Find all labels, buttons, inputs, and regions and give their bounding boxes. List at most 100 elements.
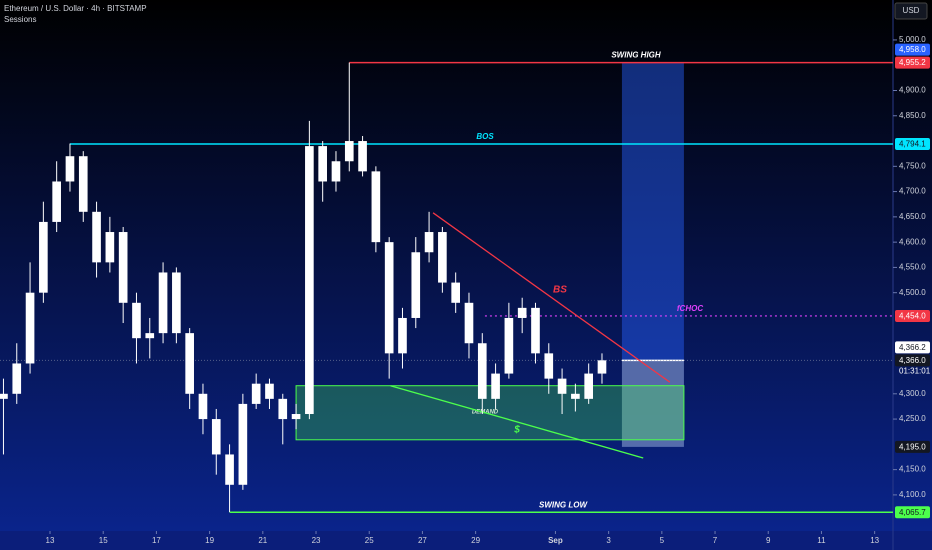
y-tick-label: 4,650.0 [899, 212, 926, 221]
price-tag-label: 4,955.2 [899, 58, 926, 67]
candle-body [504, 317, 514, 374]
x-tick-label: 15 [99, 536, 108, 545]
x-tick-label: 23 [312, 536, 321, 545]
x-tick-label: 7 [713, 536, 718, 545]
candle-body [118, 232, 128, 303]
candle-body [12, 363, 22, 394]
candle-body [571, 393, 580, 399]
level-label: fCHOC [677, 304, 703, 313]
candle-body [557, 378, 567, 394]
price-tag [895, 341, 930, 354]
y-tick-label: 4,500.0 [899, 288, 926, 297]
currency: USD [903, 6, 920, 15]
price-tag-label: 4,195.0 [899, 442, 926, 451]
trendline-label: BS [553, 285, 567, 296]
x-tick-label: 21 [258, 536, 267, 545]
level-label: SWING HIGH [611, 51, 661, 60]
candle-body [411, 252, 421, 318]
candle-body [211, 419, 221, 455]
x-tick-label: 13 [46, 536, 55, 545]
trendline [432, 212, 671, 383]
x-tick-label: 3 [606, 536, 611, 545]
candle-body [185, 333, 194, 394]
price-tag [895, 440, 930, 453]
candle-body [225, 454, 234, 485]
y-tick-label: 4,700.0 [899, 187, 926, 196]
trendline [390, 385, 644, 459]
x-axis-strip [0, 531, 932, 550]
y-tick-label: 4,600.0 [899, 237, 926, 246]
candle-body [158, 272, 168, 334]
candle-body [531, 307, 540, 354]
candle-body [52, 181, 61, 222]
x-tick-label: 11 [817, 536, 826, 545]
candle-body [145, 333, 155, 339]
candle-body [477, 343, 487, 399]
candle-body [265, 383, 274, 399]
x-tick-label: 29 [471, 536, 480, 545]
y-tick-label: 4,300.0 [899, 389, 926, 398]
x-tick-label: 17 [152, 536, 161, 545]
candle-body [318, 146, 327, 182]
candle-body [198, 393, 208, 420]
candle-body [25, 292, 35, 364]
price-tag-label: 4,454.0 [899, 312, 926, 321]
price-tag-label: 4,065.7 [899, 508, 926, 517]
candle-body [0, 393, 8, 399]
currency-button[interactable] [894, 2, 928, 20]
projection-risk [621, 360, 684, 447]
y-tick-label: 4,150.0 [899, 465, 926, 474]
candle-body [344, 141, 354, 162]
x-tick-label: 9 [766, 536, 771, 545]
x-tick-label: 27 [418, 536, 427, 545]
level-label: SWING LOW [539, 500, 588, 509]
y-tick-label: 4,250.0 [899, 414, 926, 423]
price-tag-label: 4,794.1 [899, 140, 926, 149]
indicator-name: Sessions [4, 15, 36, 24]
y-tick-label: 4,900.0 [899, 86, 926, 95]
trendline-label: $ [513, 425, 520, 436]
candle-body [398, 317, 407, 354]
candle-body [358, 141, 367, 172]
candle-body [105, 232, 115, 263]
y-tick-label: 5,000.0 [899, 35, 926, 44]
price-tag-label: 4,366.0 [899, 356, 926, 365]
chart-title: Ethereum / U.S. Dollar · 4h · BITSTAMP [4, 4, 147, 13]
y-tick-label: 4,850.0 [899, 111, 926, 120]
price-tag [895, 56, 930, 69]
candle-body [278, 398, 288, 420]
candle-body [584, 373, 594, 399]
candle-body [92, 211, 101, 263]
candle-body [451, 282, 461, 303]
candle-body [438, 232, 447, 283]
candle-body [65, 156, 75, 182]
candle-body [464, 302, 474, 344]
candle-body [291, 414, 301, 420]
x-tick-label: 25 [365, 536, 374, 545]
price-tag-label: 4,366.2 [899, 343, 926, 352]
x-tick-label: Sep [548, 536, 563, 545]
candle-body [384, 242, 394, 354]
candle-body [371, 171, 381, 243]
candle-body [597, 360, 607, 374]
candle-body [491, 373, 500, 399]
y-tick-label: 4,750.0 [899, 161, 926, 170]
price-tag [895, 309, 930, 322]
x-tick-label: 5 [660, 536, 665, 545]
price-tag [895, 506, 930, 519]
price-tag [895, 43, 930, 56]
countdown: 01:31:01 [899, 367, 931, 376]
y-tick-label: 4,100.0 [899, 490, 926, 499]
x-tick-label: 19 [205, 536, 214, 545]
level-label: BOS [476, 132, 494, 141]
candle-body [517, 307, 527, 318]
x-tick-label: 13 [870, 536, 879, 545]
candle-body [172, 272, 181, 334]
y-tick-label: 4,550.0 [899, 263, 926, 272]
price-tag [895, 354, 930, 367]
candle-body [132, 302, 141, 339]
candle-body [251, 383, 261, 404]
